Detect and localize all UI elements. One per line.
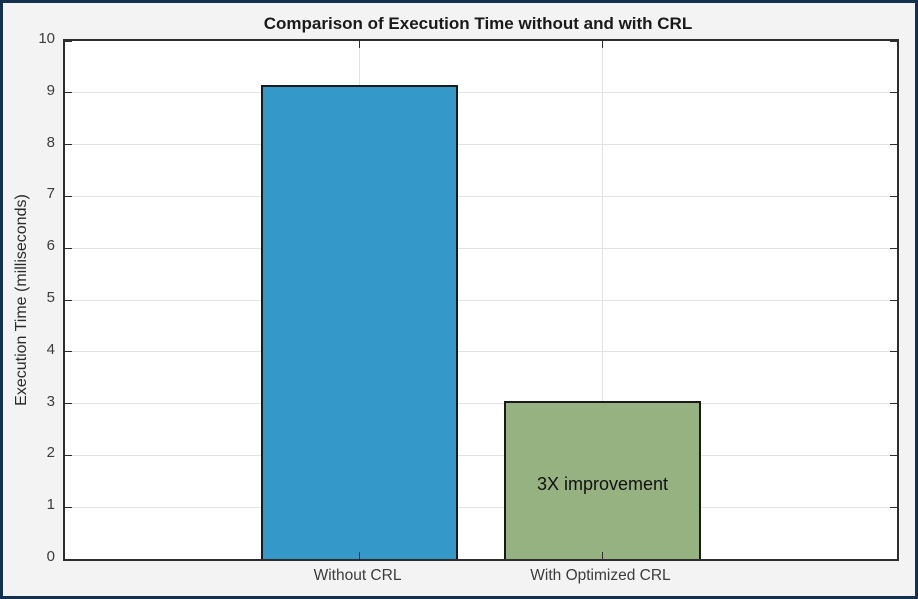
y-tick-right [890, 195, 897, 197]
x-tick-label: Without CRL [313, 567, 402, 584]
y-tick-left [65, 351, 72, 353]
y-tick-label: 9 [46, 81, 55, 99]
y-gridline [65, 506, 897, 508]
y-tick-left [65, 247, 72, 249]
y-gridline [65, 247, 897, 249]
y-tick-right [890, 247, 897, 249]
y-tick-label: 2 [46, 444, 55, 462]
x-tick-label: With Optimized CRL [530, 567, 671, 584]
y-tick-left [65, 40, 72, 42]
y-tick-label: 7 [46, 185, 55, 203]
y-gridline [65, 403, 897, 405]
chart-title: Comparison of Execution Time without and… [263, 14, 693, 33]
x-tick-top [359, 41, 361, 48]
y-gridline [65, 351, 897, 353]
y-gridline [65, 195, 897, 197]
y-tick-left [65, 403, 72, 405]
y-tick-label: 1 [46, 496, 55, 514]
y-tick-label: 3 [46, 392, 55, 410]
x-tick-bottom [601, 552, 603, 559]
y-tick-right [890, 144, 897, 146]
y-tick-left [65, 92, 72, 94]
bar-1 [503, 401, 702, 559]
y-tick-right [890, 92, 897, 94]
y-gridline [65, 92, 897, 94]
y-tick-label: 5 [46, 289, 55, 306]
y-tick-label: 0 [46, 548, 55, 565]
y-gridline [65, 144, 897, 146]
x-tick-top [601, 41, 603, 48]
y-tick-label: 10 [38, 30, 55, 47]
y-tick-left [65, 506, 72, 508]
bar-0 [260, 85, 459, 559]
x-tick-bottom [359, 552, 361, 559]
y-gridline [65, 454, 897, 456]
y-tick-left [65, 299, 72, 301]
y-tick-label: 4 [46, 340, 55, 358]
y-tick-right [890, 558, 897, 560]
plot-area: 3X improvement [63, 39, 899, 561]
y-tick-right [890, 403, 897, 405]
y-tick-left [65, 144, 72, 146]
x-gridline [601, 41, 603, 559]
y-tick-right [890, 40, 897, 42]
y-tick-left [65, 558, 72, 560]
y-tick-left [65, 454, 72, 456]
y-tick-label: 6 [46, 237, 55, 255]
y-tick-right [890, 351, 897, 353]
y-tick-right [890, 506, 897, 508]
y-tick-left [65, 195, 72, 197]
y-tick-right [890, 299, 897, 301]
y-tick-right [890, 454, 897, 456]
y-tick-label: 8 [46, 133, 55, 151]
bar-annotation: 3X improvement [536, 473, 668, 494]
y-gridline [65, 299, 897, 301]
